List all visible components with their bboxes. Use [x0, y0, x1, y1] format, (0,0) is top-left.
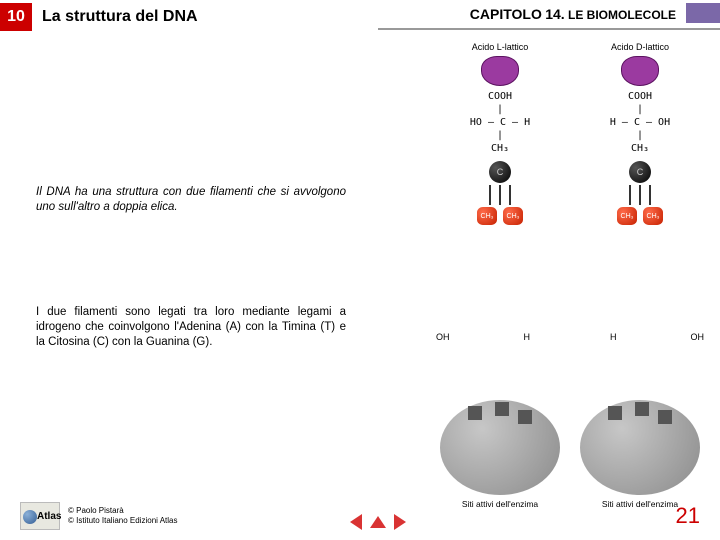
ch3-group-icon: CH₃ — [643, 207, 663, 225]
mol-right-label: Acido D-lattico — [580, 42, 700, 52]
bonds-icon — [440, 185, 560, 205]
ch3-group-icon: CH₃ — [477, 207, 497, 225]
carbon-atom-icon: C — [629, 161, 651, 183]
slide-title: La struttura del DNA — [42, 8, 198, 26]
globe-icon — [23, 510, 37, 524]
chem-mid-right: H — C — OH — [580, 116, 700, 129]
enzyme-body-icon — [440, 400, 560, 495]
chapter-bar: CAPITOLO 14. LE BIOMOLECOLE — [470, 0, 720, 28]
molecule-right: Acido D-lattico COOH | H — C — OH | CH₃ … — [580, 42, 700, 225]
logo-text: Atlas — [37, 511, 61, 522]
credit-line-2: © Istituto Italiano Edizioni Atlas — [68, 516, 178, 526]
base-groups: CH₃ CH₃ — [440, 207, 560, 225]
prev-arrow-icon[interactable] — [350, 514, 362, 530]
paragraph-2: I due filamenti sono legati tra loro med… — [36, 305, 346, 350]
cooh-blob-icon — [621, 56, 659, 86]
cooh-blob-icon — [481, 56, 519, 86]
oh-label: OH — [691, 332, 705, 342]
molecule-left: Acido L-lattico COOH | HO — C — H | CH₃ … — [440, 42, 560, 225]
header-accent-block — [686, 3, 720, 23]
chapter-name: LE BIOMOLECOLE — [568, 8, 676, 22]
bonds-icon — [580, 185, 700, 205]
chapter-label: CAPITOLO 14. LE BIOMOLECOLE — [470, 6, 686, 22]
chapter-number: 14. — [545, 6, 564, 22]
slide-number: 10 — [0, 3, 32, 31]
chem-mid-left: HO — C — H — [440, 116, 560, 129]
biomolecule-diagram: Acido L-lattico COOH | HO — C — H | CH₃ … — [440, 42, 700, 522]
chem-text: COOH — [440, 90, 560, 103]
h-label: H — [610, 332, 617, 342]
ch3-group-icon: CH₃ — [503, 207, 523, 225]
h-label: H — [524, 332, 531, 342]
credits: © Paolo Pistarà © Istituto Italiano Ediz… — [68, 506, 178, 525]
carbon-atom-icon: C — [489, 161, 511, 183]
base-groups: CH₃ CH₃ — [580, 207, 700, 225]
up-arrow-icon[interactable] — [370, 516, 386, 528]
publisher-block: Atlas © Paolo Pistarà © Istituto Italian… — [20, 502, 178, 530]
slide-footer: Atlas © Paolo Pistarà © Istituto Italian… — [20, 502, 700, 530]
next-arrow-icon[interactable] — [394, 514, 406, 530]
enzyme-left: Siti attivi dell'enzima — [440, 400, 560, 515]
chem-bot: CH₃ — [440, 142, 560, 155]
oh-label: OH — [436, 332, 450, 342]
atlas-logo-icon: Atlas — [20, 502, 60, 530]
enzyme-body-icon — [580, 400, 700, 495]
chem-bot: CH₃ — [580, 142, 700, 155]
nav-arrows — [350, 514, 406, 530]
page-number: 21 — [676, 503, 700, 529]
header-underline — [378, 28, 720, 30]
mol-left-label: Acido L-lattico — [440, 42, 560, 52]
paragraph-1: Il DNA ha una struttura con due filament… — [36, 185, 346, 215]
slide-header: 10 La struttura del DNA CAPITOLO 14. LE … — [0, 0, 720, 34]
enzyme-right: Siti attivi dell'enzima — [580, 400, 700, 515]
ch3-group-icon: CH₃ — [617, 207, 637, 225]
chem-text: COOH — [580, 90, 700, 103]
chapter-prefix: CAPITOLO — [470, 6, 542, 22]
credit-line-1: © Paolo Pistarà — [68, 506, 178, 516]
